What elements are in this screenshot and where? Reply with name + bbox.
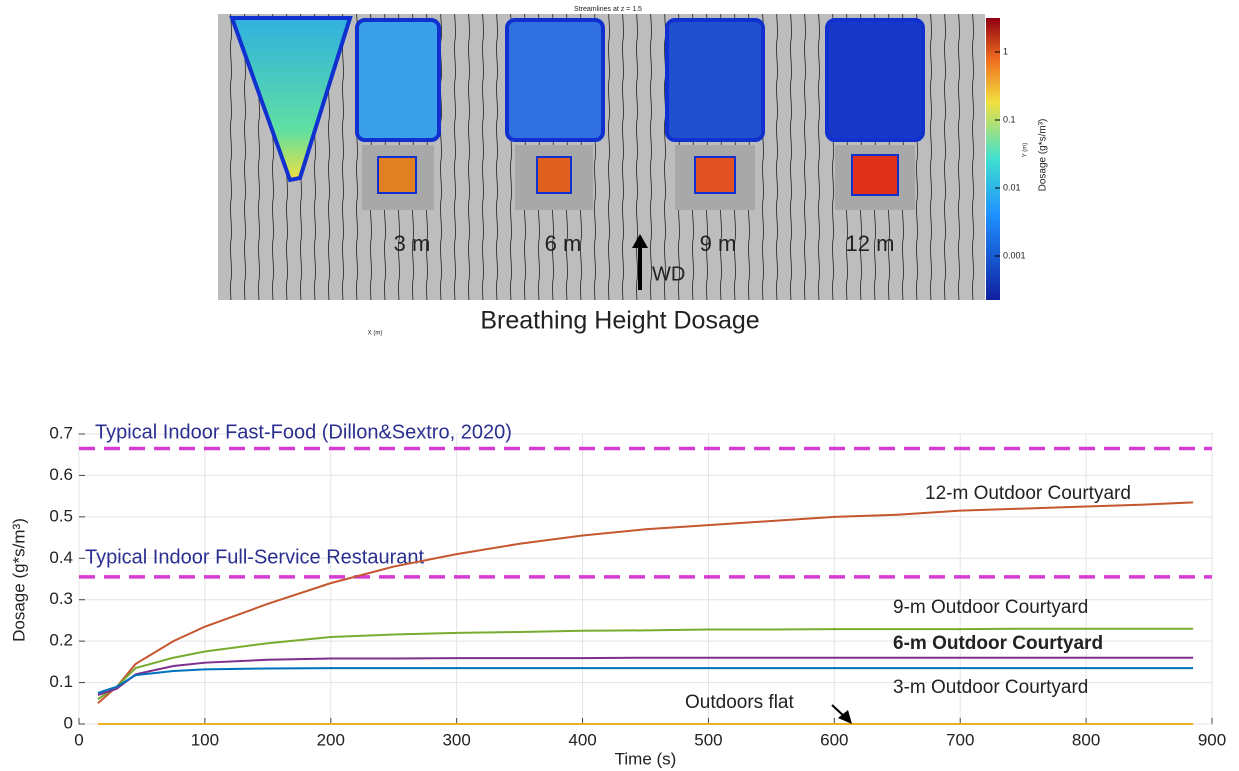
series-line — [97, 501, 1194, 705]
plume — [505, 18, 605, 142]
courtyard — [536, 156, 572, 194]
x-tick-label: 500 — [694, 730, 722, 749]
y-tick-label: 0.7 — [49, 423, 73, 442]
y-tick-label: 0.3 — [49, 589, 73, 608]
plume — [355, 18, 441, 142]
courtyard — [377, 156, 417, 194]
series-line — [97, 667, 1194, 694]
panel-caption: Breathing Height Dosage — [480, 307, 759, 335]
x-tick-label: 100 — [191, 730, 219, 749]
colorbar-tick-label: 1 — [1003, 46, 1008, 56]
y-tick-label: 0.6 — [49, 465, 73, 484]
reference-label: Typical Indoor Fast-Food (Dillon&Sextro,… — [95, 421, 512, 443]
series-line — [97, 627, 1194, 700]
plume — [825, 18, 925, 142]
y-tick-label: 0.1 — [49, 672, 73, 691]
y-tick-label: 0.4 — [49, 548, 73, 567]
colorbar-label: Dosage (g*s/m³) — [1038, 119, 1049, 192]
x-tick-label: 200 — [317, 730, 345, 749]
series-line — [97, 656, 1194, 696]
courtyard — [851, 154, 899, 196]
plume — [229, 16, 353, 183]
reference-label: Typical Indoor Full-Service Restaurant — [85, 546, 424, 568]
x-axis-title: Time (s) — [615, 749, 677, 768]
building-label: 9 m — [700, 231, 737, 256]
simulation-panel: Streamlines at z = 1.5 3 m 6 m 9 m 12 m … — [218, 6, 1049, 337]
x-tick-label: 700 — [946, 730, 974, 749]
building-label: 12 m — [846, 231, 895, 256]
x-axis-label: X (m) — [368, 331, 383, 337]
y-tick-label: 0.2 — [49, 631, 73, 650]
colorbar-tick-label: 0.1 — [1003, 114, 1016, 124]
series-label: 12-m Outdoor Courtyard — [925, 483, 1131, 504]
x-tick-label: 300 — [442, 730, 470, 749]
building-label: 3 m — [394, 231, 431, 256]
x-tick-label: 400 — [568, 730, 596, 749]
colorbar — [986, 18, 1000, 300]
colorbar-tick-label: 0.01 — [1003, 182, 1021, 192]
plume — [665, 18, 765, 142]
annotation-arrow-head — [838, 710, 852, 724]
x-tick-label: 800 — [1072, 730, 1100, 749]
wind-arrow-head — [632, 234, 648, 248]
x-tick-label: 0 — [74, 730, 83, 749]
building-label: 6 m — [545, 231, 582, 256]
colorbar-tick-label: 0.001 — [1003, 250, 1026, 260]
y-axis-title: Dosage (g*s/m³) — [9, 518, 28, 642]
x-tick-label: 900 — [1198, 730, 1226, 749]
line-chart: 0 100 200 300 400 500 600 700 800 900 0 0.1 0.2 0.3 0.… — [9, 421, 1226, 768]
y-axis-label: Y (m) — [1023, 143, 1029, 158]
series-label: 6-m Outdoor Courtyard — [893, 633, 1103, 654]
wind-label: WD — [652, 263, 685, 285]
y-tick-label: 0.5 — [49, 506, 73, 525]
y-tick-label: 0 — [64, 713, 73, 732]
series-label: 3-m Outdoor Courtyard — [893, 677, 1088, 698]
series-label: Outdoors flat — [685, 692, 794, 713]
series-label: 9-m Outdoor Courtyard — [893, 597, 1088, 618]
x-tick-label: 600 — [820, 730, 848, 749]
courtyard — [694, 156, 736, 194]
panel-title: Streamlines at z = 1.5 — [574, 6, 642, 13]
